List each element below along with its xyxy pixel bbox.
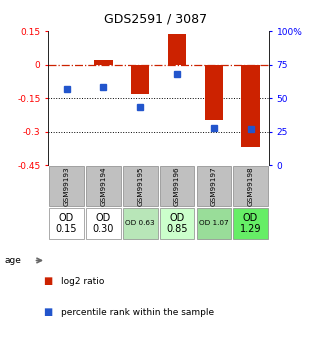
Text: OD 1.07: OD 1.07 xyxy=(199,220,229,227)
Text: OD 0.63: OD 0.63 xyxy=(125,220,155,227)
Text: GSM99198: GSM99198 xyxy=(248,166,253,206)
Bar xyxy=(168,34,186,65)
Bar xyxy=(233,166,268,206)
Bar xyxy=(241,65,260,147)
Bar xyxy=(123,208,157,239)
Text: OD
0.30: OD 0.30 xyxy=(93,213,114,234)
Bar xyxy=(123,166,157,206)
Text: GDS2591 / 3087: GDS2591 / 3087 xyxy=(104,12,207,25)
Bar xyxy=(205,65,223,120)
Bar xyxy=(160,166,194,206)
Bar xyxy=(86,166,121,206)
Text: GSM99195: GSM99195 xyxy=(137,166,143,206)
Text: log2 ratio: log2 ratio xyxy=(61,277,104,286)
Bar xyxy=(86,208,121,239)
Text: OD
0.15: OD 0.15 xyxy=(56,213,77,234)
Text: GSM99196: GSM99196 xyxy=(174,166,180,206)
Text: GSM99193: GSM99193 xyxy=(64,166,70,206)
Bar xyxy=(94,60,113,65)
Text: ■: ■ xyxy=(44,276,53,286)
Bar xyxy=(131,65,149,93)
Bar xyxy=(233,208,268,239)
Bar xyxy=(49,208,84,239)
Text: GSM99194: GSM99194 xyxy=(100,166,106,206)
Text: percentile rank within the sample: percentile rank within the sample xyxy=(61,308,214,317)
Text: ■: ■ xyxy=(44,307,53,317)
Text: OD
1.29: OD 1.29 xyxy=(240,213,261,234)
Bar xyxy=(49,166,84,206)
Text: age: age xyxy=(5,256,21,265)
Bar xyxy=(160,208,194,239)
Text: GSM99197: GSM99197 xyxy=(211,166,217,206)
Bar xyxy=(197,208,231,239)
Text: OD
0.85: OD 0.85 xyxy=(166,213,188,234)
Bar xyxy=(197,166,231,206)
